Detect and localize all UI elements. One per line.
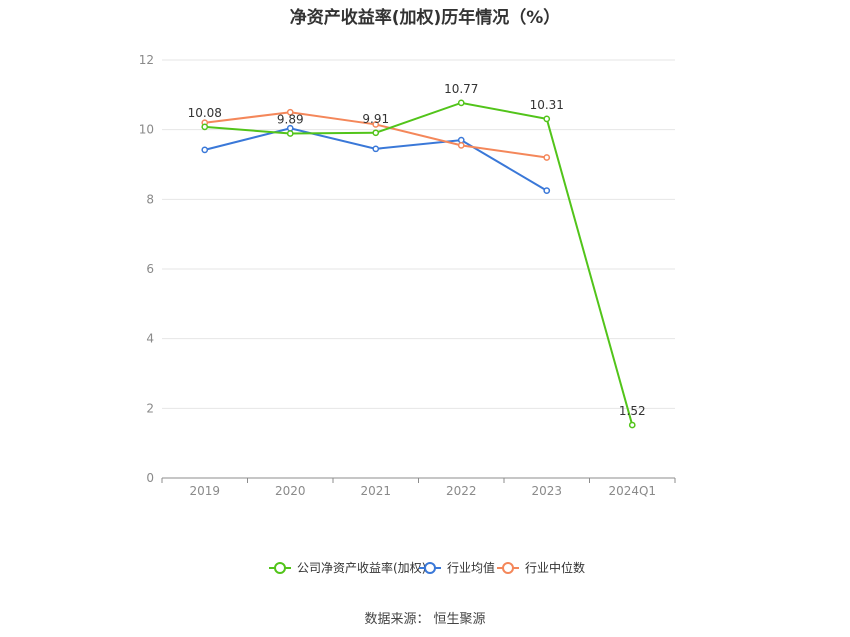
data-point	[201, 123, 209, 131]
series-line	[204, 101, 634, 426]
legend-marker-icon	[274, 562, 286, 574]
series-line	[204, 127, 548, 192]
y-tick-label: 12	[139, 53, 154, 67]
data-label: 10.77	[444, 82, 478, 96]
grid-lines	[162, 59, 675, 409]
data-point	[457, 141, 465, 149]
y-tick-label: 8	[146, 192, 154, 206]
data-point	[543, 187, 551, 194]
legend-item[interactable]: 行业均值	[419, 560, 495, 575]
y-tick-label: 4	[146, 332, 154, 346]
x-tick-label: 2020	[275, 484, 306, 498]
y-tick-label: 10	[139, 123, 154, 137]
legend-label: 公司净资产收益率(加权)	[297, 560, 426, 575]
data-point	[372, 129, 380, 137]
data-label: 10.31	[530, 98, 564, 112]
legend-item[interactable]: 公司净资产收益率(加权)	[269, 560, 426, 575]
data-point	[543, 154, 551, 161]
data-labels: 10.08 9.89 9.91 10.77 10.31 1.52	[188, 82, 646, 418]
axes: 0 2 4 6 8 10 12 2019 2020 2021 2022 2023 2024Q1	[139, 53, 676, 498]
data-point	[372, 145, 380, 153]
x-tick-label: 2023	[531, 484, 562, 498]
x-tick-label: 2024Q1	[608, 484, 656, 498]
x-tick-label: 2022	[446, 484, 477, 498]
y-tick-label: 2	[146, 401, 154, 415]
legend-marker-icon	[502, 562, 514, 574]
y-tick-label: 6	[146, 262, 154, 276]
data-point	[286, 130, 294, 137]
source-name: 恒生聚源	[433, 612, 486, 627]
x-tick-label: 2021	[360, 484, 391, 498]
series-lines	[201, 99, 636, 429]
legend-label: 行业中位数	[525, 560, 585, 575]
chart-title: 净资产收益率(加权)历年情况（%）	[289, 8, 561, 28]
source-label: 数据来源：	[364, 612, 430, 627]
legend-marker-icon	[424, 562, 436, 574]
data-point	[201, 146, 209, 154]
legend: 公司净资产收益率(加权) 行业均值 行业中位数	[269, 560, 585, 575]
x-tick-label: 2019	[189, 484, 220, 498]
data-point	[372, 121, 380, 128]
data-point	[457, 99, 465, 107]
data-point	[543, 115, 551, 123]
legend-label: 行业均值	[447, 560, 495, 575]
data-label: 9.91	[362, 112, 389, 126]
source-note: 数据来源： 恒生聚源	[0, 608, 850, 627]
legend-item[interactable]: 行业中位数	[497, 560, 585, 575]
data-point	[457, 136, 465, 144]
data-point	[628, 421, 636, 429]
data-label: 10.08	[188, 106, 222, 120]
data-label: 1.52	[619, 404, 646, 418]
data-label: 9.89	[277, 112, 304, 126]
y-tick-label: 0	[146, 471, 154, 485]
data-point	[286, 108, 294, 116]
